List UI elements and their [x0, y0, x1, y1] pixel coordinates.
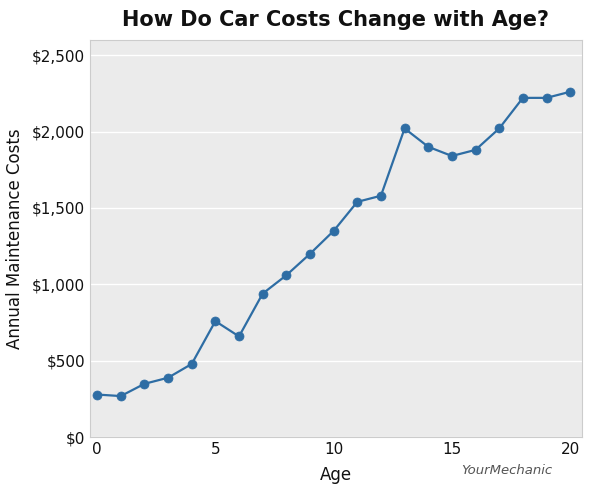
Y-axis label: Annual Maintenance Costs: Annual Maintenance Costs — [5, 128, 23, 349]
Title: How Do Car Costs Change with Age?: How Do Car Costs Change with Age? — [122, 10, 550, 30]
Text: YourMechanic: YourMechanic — [461, 464, 552, 477]
X-axis label: Age: Age — [320, 466, 352, 484]
